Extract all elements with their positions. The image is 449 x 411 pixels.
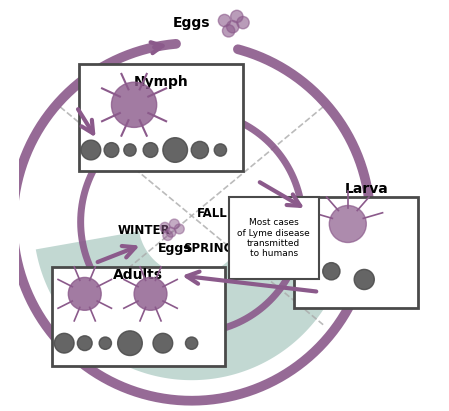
FancyBboxPatch shape <box>52 267 224 366</box>
Text: WINTER: WINTER <box>118 224 171 237</box>
Text: FALL: FALL <box>197 207 228 220</box>
Circle shape <box>77 336 92 351</box>
Circle shape <box>153 333 173 353</box>
Circle shape <box>214 144 227 156</box>
Circle shape <box>143 143 158 157</box>
Circle shape <box>163 138 188 162</box>
Circle shape <box>118 331 142 356</box>
Circle shape <box>163 231 173 240</box>
Text: Adults: Adults <box>113 268 163 282</box>
Circle shape <box>99 337 111 349</box>
Text: Eggs: Eggs <box>158 242 192 255</box>
FancyBboxPatch shape <box>229 197 319 279</box>
Text: SUMMER: SUMMER <box>234 224 293 237</box>
Circle shape <box>124 144 136 156</box>
Circle shape <box>329 206 366 242</box>
Text: Larva: Larva <box>344 182 388 196</box>
Circle shape <box>323 263 340 280</box>
Circle shape <box>185 337 198 349</box>
Circle shape <box>54 333 74 353</box>
Circle shape <box>295 256 318 279</box>
Circle shape <box>81 140 101 160</box>
Text: Most cases
of Lyme disease
transmitted
to humans: Most cases of Lyme disease transmitted t… <box>238 218 310 259</box>
Text: Eggs: Eggs <box>173 16 211 30</box>
Text: Nymph: Nymph <box>133 75 188 89</box>
Circle shape <box>227 21 239 33</box>
Circle shape <box>191 141 208 159</box>
PathPatch shape <box>36 231 348 380</box>
Circle shape <box>237 16 249 29</box>
Circle shape <box>68 277 101 310</box>
Circle shape <box>218 14 231 27</box>
Circle shape <box>169 219 179 229</box>
Circle shape <box>354 270 374 289</box>
Text: SPRING: SPRING <box>183 242 233 255</box>
Circle shape <box>160 222 170 232</box>
Circle shape <box>231 10 243 23</box>
Circle shape <box>104 143 119 157</box>
Circle shape <box>134 277 167 310</box>
Circle shape <box>174 224 184 234</box>
FancyBboxPatch shape <box>295 197 418 308</box>
Circle shape <box>222 25 235 37</box>
Circle shape <box>111 82 157 127</box>
FancyBboxPatch shape <box>79 64 243 171</box>
Circle shape <box>166 227 176 237</box>
